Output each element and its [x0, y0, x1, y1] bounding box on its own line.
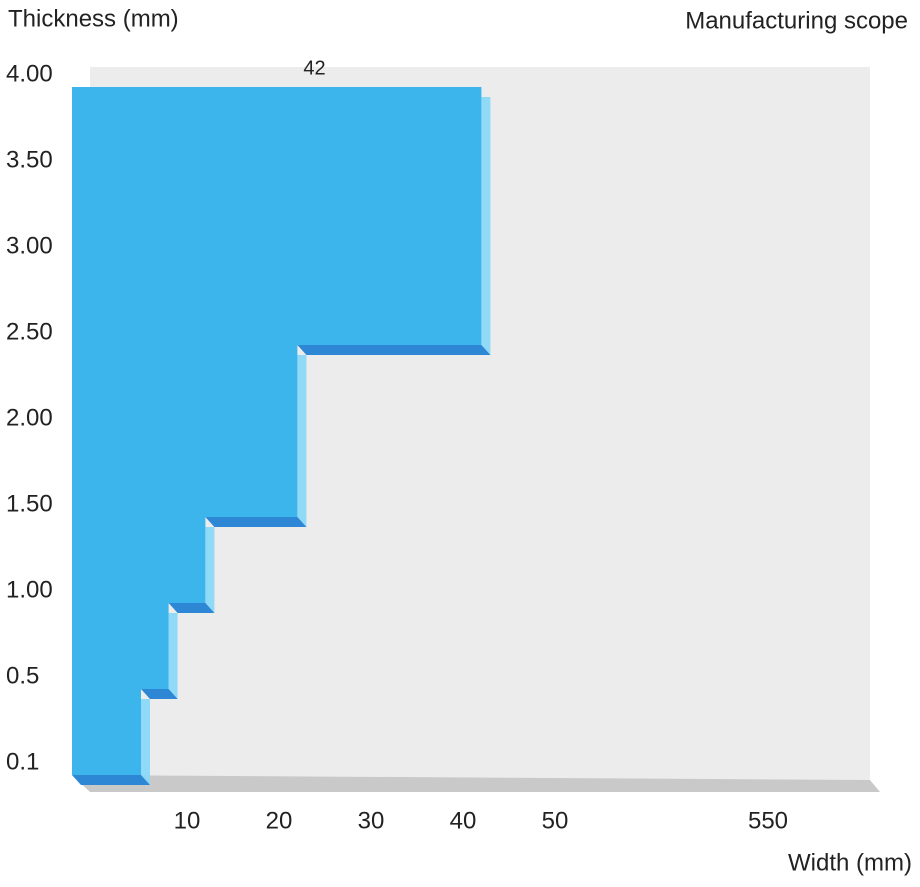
y-tick-label: 3.50	[6, 146, 53, 173]
y-axis-title: Thickness (mm)	[8, 5, 179, 32]
x-tick-label: 30	[358, 807, 385, 834]
step-ledge	[168, 603, 215, 613]
y-tick-label: 1.50	[6, 490, 53, 517]
step	[72, 689, 141, 775]
plot-base	[72, 775, 880, 792]
step	[72, 517, 206, 603]
step-side	[297, 355, 307, 527]
y-tick-label: 0.5	[6, 662, 39, 689]
y-tick-label: 0.1	[6, 748, 39, 775]
step-side	[205, 527, 215, 613]
step-ledge	[141, 689, 178, 699]
step-ledge	[205, 517, 307, 527]
chart-title: Manufacturing scope	[685, 7, 908, 34]
y-tick-label: 2.50	[6, 318, 53, 345]
x-axis-title: Width (mm)	[788, 849, 912, 876]
step	[72, 345, 298, 517]
x-tick-label: 550	[748, 807, 788, 834]
step-side	[481, 97, 491, 355]
y-tick-label: 3.00	[6, 232, 53, 259]
x-tick-label: 20	[266, 807, 293, 834]
step-side	[168, 613, 178, 699]
step-ledge	[72, 775, 150, 785]
x-tick-label: 50	[542, 807, 569, 834]
step	[72, 87, 482, 345]
step-ledge	[297, 345, 491, 355]
step-label: 42	[303, 57, 325, 79]
step-side	[141, 699, 150, 785]
y-tick-label: 1.00	[6, 576, 53, 603]
y-tick-label: 4.00	[6, 60, 53, 87]
x-tick-label: 40	[450, 807, 477, 834]
step	[72, 603, 169, 689]
y-tick-label: 2.00	[6, 404, 53, 431]
x-tick-label: 10	[174, 807, 201, 834]
